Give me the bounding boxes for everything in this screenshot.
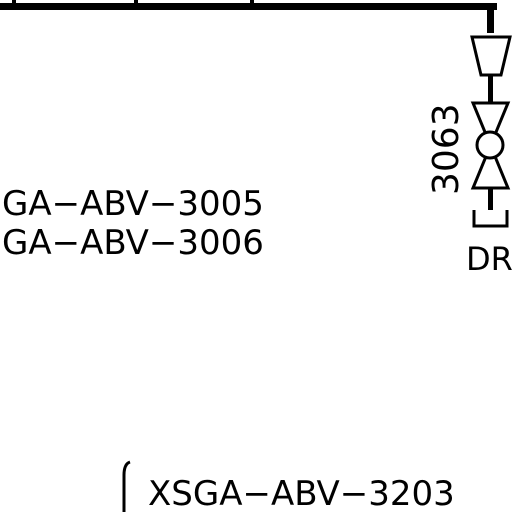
tag-line-1: GA−ABV−3005 (2, 184, 264, 224)
header-tick (250, 0, 254, 8)
tag-line-2: GA−ABV−3006 (2, 223, 264, 263)
drain-label: DR (466, 240, 512, 278)
tag-bracket (122, 460, 131, 512)
valve-ball (475, 130, 505, 160)
valve-tag: 3063 (426, 103, 467, 195)
bottom-tag: XSGA−ABV−3203 (148, 474, 455, 512)
branch-pipe (488, 75, 493, 102)
header-tick (134, 0, 138, 8)
ball-valve-symbol (470, 101, 511, 190)
header-tick (12, 0, 16, 8)
reducer-symbol (470, 35, 512, 77)
header-pipe (0, 3, 497, 10)
branch-pipe (488, 188, 493, 210)
branch-pipe (487, 3, 494, 33)
drain-cap (472, 210, 509, 228)
